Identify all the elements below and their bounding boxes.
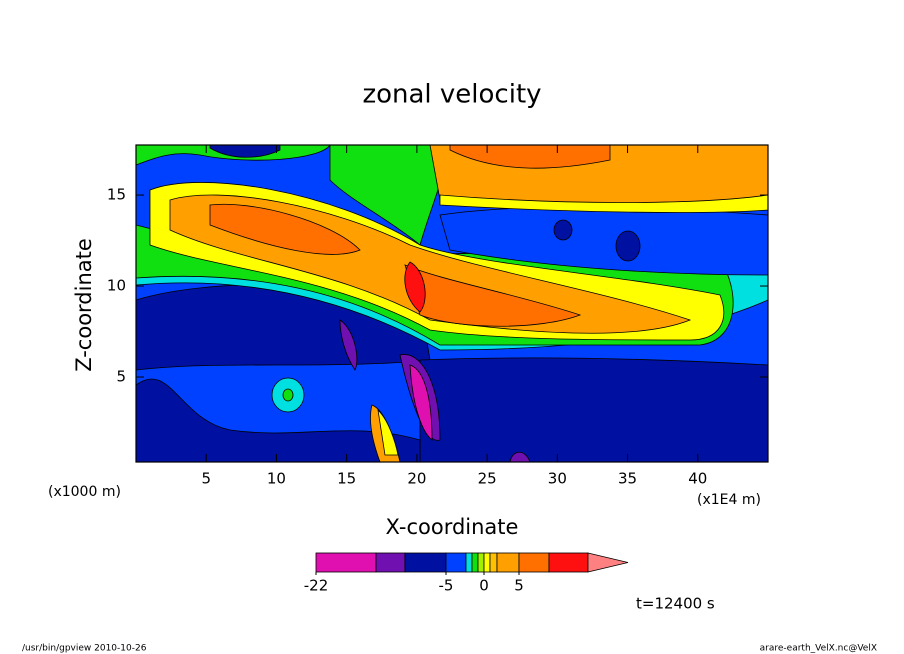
x-axis-label: X-coordinate (386, 515, 519, 539)
plot-frame (135, 144, 769, 463)
chart-title: zonal velocity (362, 80, 541, 110)
x-tick-label: 15 (337, 470, 356, 488)
colorbar-segment (315, 552, 377, 573)
x-tick-label: 20 (407, 470, 426, 488)
x-tick-label: 25 (478, 470, 497, 488)
colorbar-segment (483, 552, 491, 573)
colorbar-segment (489, 552, 498, 573)
x-tick-label: 35 (618, 470, 637, 488)
colorbar-segment (404, 552, 447, 573)
x-tick-label: 40 (688, 470, 707, 488)
colorbar-tick-label: 0 (479, 577, 489, 595)
y-tick-label: 5 (116, 368, 126, 386)
contour-field (136, 145, 768, 462)
y-tick-label: 10 (107, 277, 126, 295)
colorbar-extension (587, 552, 629, 573)
colorbar-segment (477, 552, 485, 573)
x-unit-label: (x1E4 m) (697, 492, 761, 508)
colorbar-segment (548, 552, 589, 573)
footer-right: arare-earth_VelX.nc@VelX (760, 644, 877, 654)
y-unit-label: (x1000 m) (48, 484, 121, 500)
y-axis-label: Z-coordinate (72, 238, 96, 372)
colorbar-tick-label: -22 (304, 577, 329, 595)
footer-left: /usr/bin/gpview 2010-10-26 (22, 644, 147, 654)
colorbar-segment (465, 552, 473, 573)
x-tick-label: 10 (267, 470, 286, 488)
colorbar-tick-label: 5 (514, 577, 524, 595)
x-tick-label: 5 (201, 470, 211, 488)
colorbar-segment (471, 552, 479, 573)
colorbar-segment (518, 552, 550, 573)
colorbar-segment (445, 552, 467, 573)
time-label: t=12400 s (636, 595, 715, 613)
colorbar-segment (496, 552, 520, 573)
x-tick-label: 30 (548, 470, 567, 488)
y-tick-label: 15 (107, 186, 126, 204)
colorbar-segment (375, 552, 406, 573)
colorbar-tick-label: -5 (439, 577, 454, 595)
